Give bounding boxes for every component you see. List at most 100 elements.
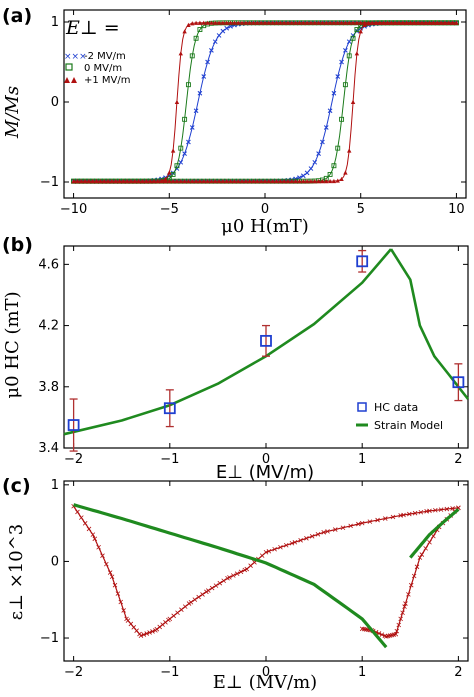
strain-point xyxy=(196,594,201,600)
series-2-point xyxy=(197,20,203,25)
series-2-point xyxy=(136,178,141,184)
series-2-point xyxy=(121,179,126,184)
panel-c: (c) −2 −1 0 1 2 −1 0 1 ε⊥ ×10^3 E⊥ (MV/m) xyxy=(2,475,469,693)
strain-point xyxy=(398,616,403,622)
strain-point xyxy=(348,523,353,529)
series-2-point xyxy=(285,20,291,25)
strain-point xyxy=(79,515,84,520)
series-2-point xyxy=(201,20,206,25)
strain-point xyxy=(340,525,346,531)
series-2-point xyxy=(324,20,329,25)
series-2-branch-0 xyxy=(73,22,457,182)
series-2-point xyxy=(320,178,325,184)
strain-point xyxy=(154,626,160,632)
strain-point xyxy=(383,634,389,639)
strain-point xyxy=(402,604,407,609)
series-2-point xyxy=(105,179,111,184)
strain-point xyxy=(438,507,444,512)
panel-c-frame xyxy=(63,480,469,662)
legend-hc-marker xyxy=(357,402,367,412)
panel-c-ytick-label: −1 xyxy=(40,631,59,646)
series-2-point xyxy=(285,179,291,184)
strain-point xyxy=(382,516,388,521)
series-2-point xyxy=(450,20,455,25)
series-2-point xyxy=(182,179,187,184)
series-2-point xyxy=(289,20,294,25)
strain-point xyxy=(231,573,236,578)
series-2-point xyxy=(431,20,436,25)
strain-point xyxy=(160,622,165,627)
series-2-point xyxy=(281,20,287,25)
series-2-point xyxy=(178,179,183,184)
series-2-point xyxy=(102,179,107,184)
series-2-point xyxy=(163,176,168,182)
series-2-point xyxy=(289,179,294,184)
series-2-point xyxy=(327,178,333,184)
series-2-point xyxy=(278,179,283,184)
panel-a-frame xyxy=(63,9,467,199)
strain-point xyxy=(433,507,438,513)
series-2-point xyxy=(262,20,268,25)
series-2-point xyxy=(354,20,360,25)
panel-b-xtick-label: −2 xyxy=(64,452,83,467)
panel-b-legend: HC data Strain Model xyxy=(356,401,443,432)
strain-point xyxy=(100,553,105,558)
series-2-point xyxy=(308,20,314,25)
legend-entry-1: 0 MV/m xyxy=(65,63,122,74)
panel-b: (b) −2 −1 0 1 2 3.4 3.8 4.2 4.6 HC data Strain M… xyxy=(2,234,470,483)
series-1-point xyxy=(193,35,199,41)
strain-point xyxy=(379,632,385,637)
strain-point xyxy=(221,578,226,584)
series-2-point xyxy=(255,20,260,25)
panel-c-ticks: −2 −1 0 1 2 −1 0 1 xyxy=(40,478,468,680)
panel-b-ytick-label: 3.4 xyxy=(38,441,59,456)
series-2-branch-1 xyxy=(73,22,457,182)
legend-title: E⊥ = xyxy=(65,17,120,39)
strain-point xyxy=(315,532,321,537)
strain-point xyxy=(390,514,396,520)
series-2-point xyxy=(366,20,371,25)
strain-point xyxy=(244,566,250,572)
series-2-point xyxy=(155,178,160,184)
series-2-point xyxy=(174,99,180,104)
strain-point xyxy=(375,517,380,523)
series-2-point xyxy=(358,29,363,34)
series-1-point xyxy=(350,35,356,41)
series-2-point xyxy=(220,20,226,25)
strain-point xyxy=(227,575,232,580)
series-2-point xyxy=(362,22,367,27)
series-1-point xyxy=(327,171,333,177)
series-0-branch-0 xyxy=(73,22,457,182)
strain-point xyxy=(82,520,88,526)
series-2-point xyxy=(132,178,138,184)
series-2-point xyxy=(435,20,440,25)
series-2-point xyxy=(412,20,417,25)
series-0-point xyxy=(205,59,210,65)
strain-point xyxy=(75,509,80,515)
strain-point xyxy=(150,629,155,634)
strain-point xyxy=(171,613,176,619)
series-2-point xyxy=(216,20,222,25)
series-2-point xyxy=(239,20,245,25)
series-0-point xyxy=(212,39,218,45)
series-0-point xyxy=(343,48,348,53)
strain-point xyxy=(418,509,424,515)
strain-point xyxy=(419,552,425,557)
legend-entry-2: +1 MV/m xyxy=(64,75,131,86)
strain-point xyxy=(121,608,126,613)
series-2-point xyxy=(396,20,402,25)
strain-point xyxy=(92,536,98,542)
series-2-point xyxy=(140,178,145,184)
series-2-point xyxy=(442,20,448,25)
strain-point xyxy=(175,610,180,616)
series-2-point xyxy=(178,51,183,56)
series-2-point xyxy=(213,179,218,184)
series-2-point xyxy=(327,20,333,25)
series-0-point xyxy=(308,166,314,171)
series-2-point xyxy=(82,179,88,184)
series-1-point xyxy=(185,82,191,88)
series-2-point xyxy=(247,20,252,25)
series-1-point xyxy=(354,27,360,33)
strain-point xyxy=(209,585,215,591)
series-1-point xyxy=(178,145,184,151)
